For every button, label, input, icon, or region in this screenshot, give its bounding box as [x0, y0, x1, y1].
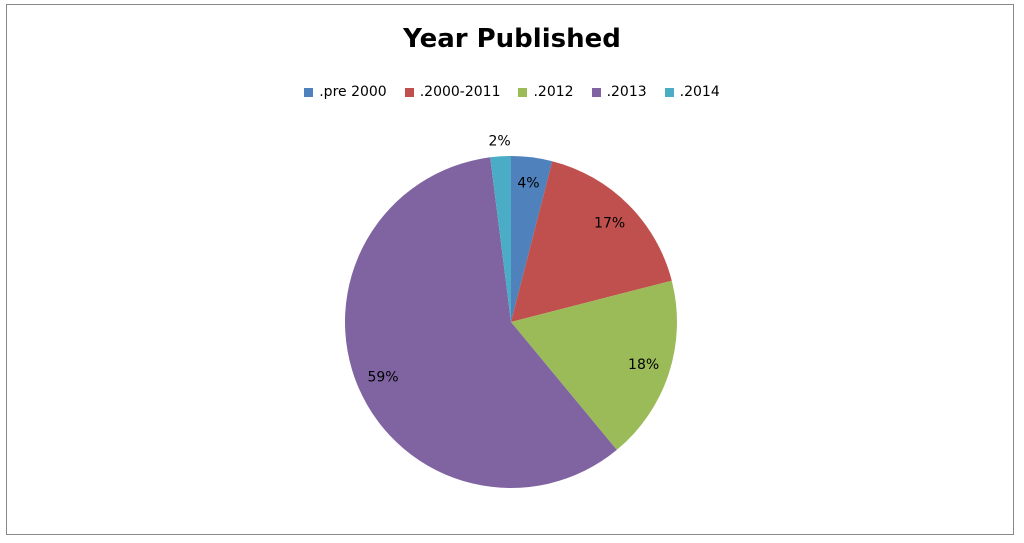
chart-title: Year Published: [403, 24, 621, 54]
legend-swatch: [304, 87, 314, 97]
legend-item: .2000-2011: [404, 84, 501, 100]
legend-swatch: [664, 87, 674, 97]
legend-label: .2013: [606, 84, 647, 100]
legend-label: .2012: [533, 84, 574, 100]
chart-frame: [6, 4, 1014, 535]
legend-swatch: [591, 87, 601, 97]
pie-slice: [511, 280, 677, 450]
legend-item: .2013: [591, 84, 647, 100]
pie-slice: [490, 156, 511, 322]
data-label: 17%: [594, 215, 625, 231]
legend-swatch: [404, 87, 414, 97]
legend-label: .2000-2011: [419, 84, 501, 100]
legend-item: .2014: [664, 84, 720, 100]
pie-slice: [511, 161, 672, 322]
data-label: 18%: [628, 357, 659, 373]
legend-item: .pre 2000: [304, 84, 387, 100]
data-label: 2%: [489, 133, 511, 149]
legend-item: .2012: [518, 84, 574, 100]
legend-swatch: [518, 87, 528, 97]
legend: .pre 2000 .2000-2011 .2012 .2013 .2014: [0, 84, 1024, 100]
data-label: 4%: [517, 176, 539, 192]
legend-label: .pre 2000: [319, 84, 387, 100]
pie-slice: [511, 156, 553, 322]
pie-slice: [345, 157, 617, 488]
legend-label: .2014: [679, 84, 720, 100]
data-label: 59%: [367, 369, 398, 385]
